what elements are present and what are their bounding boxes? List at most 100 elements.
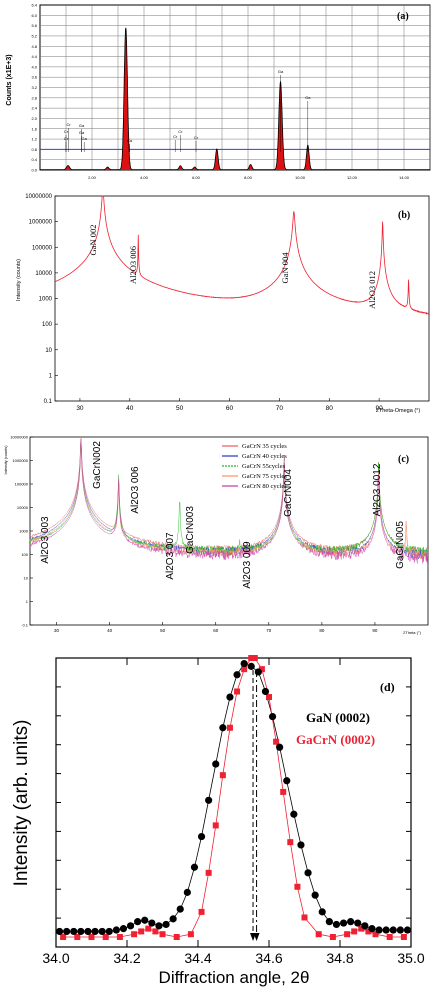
gan-point <box>240 659 248 668</box>
y-tick-label: 1000000 <box>29 220 53 226</box>
y-tick-label: 100 <box>21 552 28 557</box>
y-tick-label: 4.8 <box>31 44 37 49</box>
gan-point <box>91 927 99 936</box>
panel-c-y-label: Intensity (counts) <box>4 445 8 475</box>
gan-point <box>105 927 113 936</box>
gacrn-point <box>60 934 67 940</box>
y-tick-label: 2.8 <box>31 95 37 100</box>
x-tick-label: 8.00 <box>244 175 253 180</box>
eds-spectrum-outline <box>40 27 430 170</box>
gan-point <box>141 916 149 924</box>
x-tick-label: 34.4 <box>184 950 211 966</box>
gan-point <box>325 918 333 926</box>
y-tick-label: 1 <box>49 373 53 379</box>
gan-point <box>396 926 404 934</box>
gacrn-point <box>301 914 308 921</box>
panel-c-traces <box>29 436 429 564</box>
gan-point <box>311 891 319 899</box>
gacrn-point <box>258 666 265 673</box>
gan-point <box>55 927 64 936</box>
panel-b-xrd-gan: 0.1 1 10 100 1000 10000 100000 1000000 10000000 3… <box>16 194 430 414</box>
panel-d-x-label: Diffraction angle, 2θ <box>159 968 310 987</box>
y-tick-label: 5.6 <box>31 23 37 28</box>
x-tick-label: 30 <box>76 405 84 412</box>
y-tick-label: 0.4 <box>31 157 37 162</box>
panel-d-ticks: 34.0 34.2 34.4 34.6 34.8 35.0 <box>42 657 425 966</box>
gacrn-point <box>173 934 180 940</box>
gan-point <box>205 796 213 804</box>
y-tick-label: 4.0 <box>31 64 37 69</box>
gacrn-point <box>131 931 138 938</box>
panel-c-x-label: 2Theta (°) <box>403 630 421 635</box>
x-tick-label: 70 <box>276 405 284 412</box>
gan-point <box>119 925 128 933</box>
gacrn-point <box>187 931 194 938</box>
y-tick-label: 3.6 <box>31 75 37 80</box>
gan-point <box>304 869 312 877</box>
gacrn-point <box>234 688 241 695</box>
y-tick-label: 0.0 <box>31 168 37 173</box>
peak-marker-arrow <box>253 933 260 941</box>
gan-point <box>389 926 397 934</box>
panel-d-label: (d) <box>380 680 395 694</box>
panel-a-label: (a) <box>397 11 409 22</box>
gan-point <box>126 922 135 930</box>
gan-point <box>112 926 120 934</box>
panel-b-xrd-trace <box>54 195 430 315</box>
panel-d-frame <box>55 657 412 948</box>
x-tick-label: 4.00 <box>140 175 149 180</box>
x-tick-label: 34.2 <box>113 950 140 966</box>
y-tick-label: 0.8 <box>31 147 37 152</box>
peak-label: Cr <box>64 136 69 141</box>
gacrn-point <box>212 822 219 829</box>
xrd-trace-series <box>29 436 429 558</box>
gan-point <box>70 927 78 936</box>
gacrn-point <box>102 934 109 940</box>
panel-c-annotation-gacrn004: GaCrN004 <box>283 469 294 517</box>
gacrn-point <box>226 724 233 731</box>
panel-c-annotation-al2o3-007: Al2O3 007 <box>165 532 176 580</box>
gacrn-point <box>205 869 212 876</box>
peak-label: Ga <box>79 130 85 135</box>
peak-label: Ga <box>278 69 284 74</box>
x-tick-label: 90 <box>376 405 384 412</box>
gacrn-point <box>329 934 336 940</box>
peak-label: Cr <box>64 129 69 134</box>
y-tick-label: 0.1 <box>22 623 28 628</box>
panel-d-rocking-peak: 34.0 34.2 34.4 34.6 34.8 35.0 Intensity (arb.… <box>11 655 425 987</box>
panel-c-legend-label-40: GaCrN 40 cycles <box>242 453 287 460</box>
panel-c-legend-label-75: GaCrN 75 cycles <box>242 473 287 480</box>
y-tick-label: 1 <box>26 599 29 604</box>
y-tick-label: 1.2 <box>31 137 37 142</box>
x-tick-label: 90 <box>372 628 378 633</box>
gacrn-point <box>400 934 407 940</box>
panel-d-peak-markers <box>250 670 260 941</box>
y-tick-label: 2.4 <box>31 106 37 111</box>
x-tick-label: 34.0 <box>42 950 69 966</box>
x-tick-label: 40 <box>126 405 134 412</box>
y-tick-label: 3.2 <box>31 85 37 90</box>
gan-point <box>176 905 184 913</box>
y-tick-label: 10000 <box>17 505 29 510</box>
panel-c-annotation-al2o3-009: Al2O3 009 <box>242 541 253 589</box>
gan-point <box>212 760 220 768</box>
peak-label: Cr <box>194 135 199 140</box>
y-tick-label: 1.6 <box>31 126 37 131</box>
gacrn-point <box>273 738 280 745</box>
gan-line <box>59 663 408 932</box>
y-tick-label: 10 <box>45 348 52 354</box>
panel-b-annotation-al2o3-006: Al2O3 006 <box>128 246 138 284</box>
gacrn-point <box>74 934 81 940</box>
x-tick-label: 80 <box>326 405 334 412</box>
panel-c-legend-label-35: GaCrN 35 cycles <box>242 443 287 450</box>
peak-label: Ga <box>79 123 85 128</box>
gacrn-point <box>294 883 301 890</box>
gan-point <box>339 919 348 927</box>
panel-a-peaks <box>40 27 430 170</box>
gacrn-point <box>145 925 152 932</box>
panel-c-xrd-gacrn: 0.1 1 10 100 1000 10000 100000 1000000 10000000 3… <box>4 435 429 635</box>
x-tick-label: 50 <box>160 628 166 633</box>
gan-point <box>77 927 85 936</box>
gan-point <box>297 841 305 849</box>
